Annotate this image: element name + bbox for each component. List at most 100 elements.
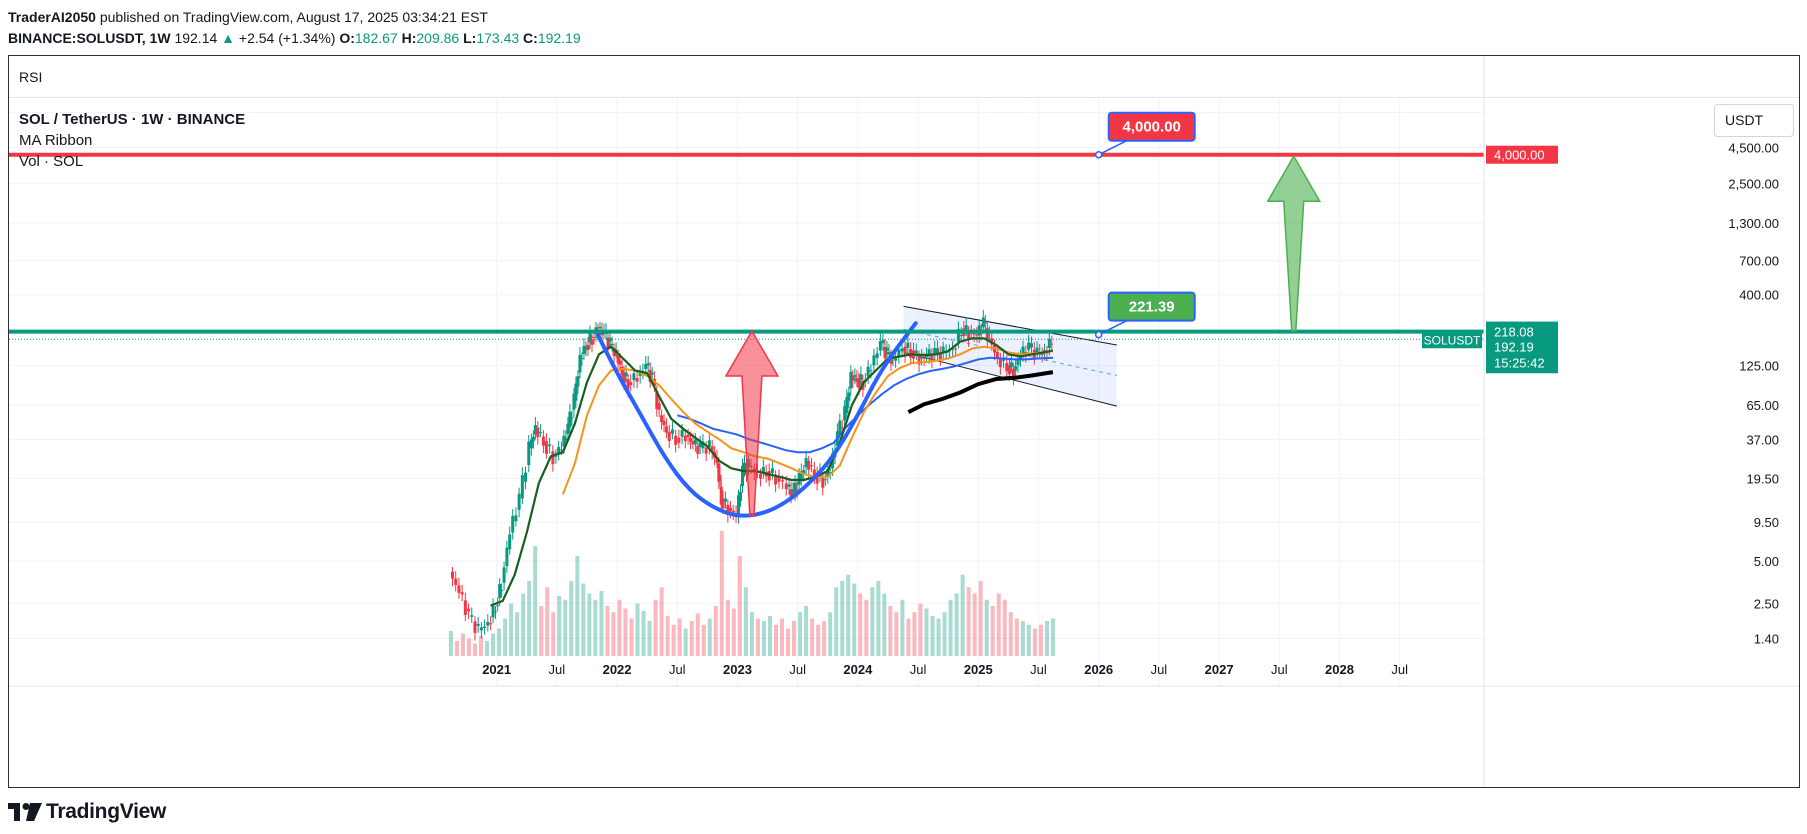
chart-frame[interactable]: 4,000.00221.398,000.004,500.002,500.001,…: [8, 55, 1800, 788]
candle-body: [548, 444, 552, 447]
candle-body: [998, 358, 1002, 368]
candle-body: [767, 471, 771, 481]
legend-ma-ribbon[interactable]: MA Ribbon: [19, 132, 93, 149]
candle-body: [610, 343, 614, 345]
candle-body: [689, 437, 693, 442]
legend-title[interactable]: SOL / TetherUS · 1W · BINANCE: [19, 111, 246, 128]
candle-body: [524, 472, 528, 482]
candle-body: [855, 377, 859, 382]
candle-body: [718, 475, 722, 481]
volume-bar: [834, 587, 839, 656]
volume-bar: [515, 612, 520, 656]
candle: [849, 365, 853, 396]
volume-bar: [828, 612, 833, 656]
candle: [635, 370, 639, 389]
volume-bar: [707, 618, 712, 656]
candle-body: [815, 473, 819, 484]
candle-body: [781, 480, 785, 482]
candle: [500, 583, 504, 598]
candle: [933, 340, 937, 362]
volume-bar: [491, 633, 496, 656]
volume-bar: [701, 624, 706, 656]
candle: [810, 457, 814, 473]
candle-body: [914, 350, 918, 354]
y-tick-label: 1,300.00: [1728, 216, 1779, 231]
candle-body: [551, 451, 555, 465]
green-arrow: [1266, 154, 1322, 332]
y-tick-label: 700.00: [1739, 254, 1779, 269]
candle-body: [489, 623, 493, 625]
candle: [451, 567, 455, 587]
candle-body: [1021, 346, 1025, 355]
candle-body: [933, 348, 937, 356]
candle-body: [483, 626, 487, 629]
candle-body: [622, 373, 626, 384]
volume-bar: [1032, 628, 1037, 656]
candle-body: [578, 354, 582, 373]
candle-body: [723, 498, 727, 502]
candle-body: [559, 449, 563, 451]
volume-bar: [665, 616, 670, 656]
candle: [479, 622, 483, 639]
volume-bar: [954, 593, 959, 656]
x-tick-label: Jul: [1151, 662, 1168, 677]
volume-bar: [521, 593, 526, 656]
volume-bar: [563, 599, 568, 656]
x-tick-label: Jul: [1030, 662, 1047, 677]
candle: [568, 403, 572, 433]
symbol-price-tag: SOLUSDT: [1422, 330, 1482, 349]
candle-body: [608, 338, 612, 342]
volume-bar: [1038, 624, 1043, 656]
candle: [529, 433, 533, 456]
cup-pattern-curve: [594, 321, 918, 518]
candle-body: [719, 486, 723, 505]
candle-body: [467, 608, 471, 612]
symbol-tag-text: SOLUSDT: [1424, 333, 1481, 347]
candle-body: [660, 415, 664, 423]
candle-body: [598, 326, 602, 329]
candle-body: [572, 393, 576, 410]
ohlc-line: BINANCE:SOLUSDT, 1W 192.14 ▲ +2.54 (+1.3…: [8, 28, 1788, 49]
candle: [804, 450, 808, 475]
callout-box: [1107, 291, 1196, 322]
candle: [941, 341, 945, 361]
candle-body: [927, 349, 931, 357]
candle: [998, 352, 1002, 375]
candle-body: [564, 438, 568, 441]
price-chart[interactable]: 4,000.00221.398,000.004,500.002,500.001,…: [9, 56, 1800, 788]
candle-body: [620, 366, 624, 376]
candle: [823, 471, 827, 486]
candle-body: [761, 466, 765, 473]
rsi-pane-header[interactable]: RSI: [9, 56, 1799, 98]
legend-volume[interactable]: Vol · SOL: [19, 153, 84, 170]
candle-body: [1047, 338, 1051, 348]
candle: [736, 489, 740, 524]
tradingview-logo-icon: [8, 803, 42, 821]
candle-body: [983, 322, 987, 324]
volume-bar: [1050, 618, 1055, 656]
candle: [570, 410, 574, 426]
callout-anchor: [1094, 150, 1103, 159]
candle: [473, 616, 477, 641]
y-tick-label: 5.00: [1754, 554, 1779, 569]
candle: [638, 365, 642, 384]
candle: [894, 351, 898, 368]
volume-bar: [936, 618, 941, 656]
candle-body: [496, 605, 500, 607]
candle: [815, 466, 819, 491]
candle-body: [859, 374, 863, 381]
currency-button[interactable]: USDT: [1714, 104, 1794, 137]
volume-bar: [454, 641, 459, 656]
candle: [566, 416, 570, 441]
candle: [843, 400, 847, 428]
candle: [574, 376, 578, 408]
candle-body: [917, 355, 921, 365]
volume-bar: [816, 624, 821, 656]
volume-bar: [882, 593, 887, 656]
candle-body: [539, 432, 543, 434]
footer-logo[interactable]: TradingView: [8, 798, 166, 826]
author-name[interactable]: TraderAI2050: [8, 9, 96, 25]
volume-bar: [581, 583, 586, 656]
candle-body: [875, 353, 879, 359]
candle: [551, 445, 555, 472]
